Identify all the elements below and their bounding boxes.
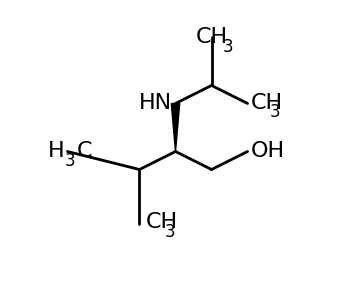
Text: 3: 3 <box>65 152 75 170</box>
Text: 3: 3 <box>270 103 281 122</box>
Text: 3: 3 <box>164 223 175 241</box>
Text: HN: HN <box>139 93 172 113</box>
Text: C: C <box>77 142 92 161</box>
Polygon shape <box>171 103 180 152</box>
Text: CH: CH <box>196 27 227 47</box>
Text: CH: CH <box>145 212 178 232</box>
Text: CH: CH <box>251 93 283 113</box>
Text: 3: 3 <box>223 38 233 56</box>
Text: H: H <box>48 142 65 161</box>
Text: OH: OH <box>251 142 285 161</box>
